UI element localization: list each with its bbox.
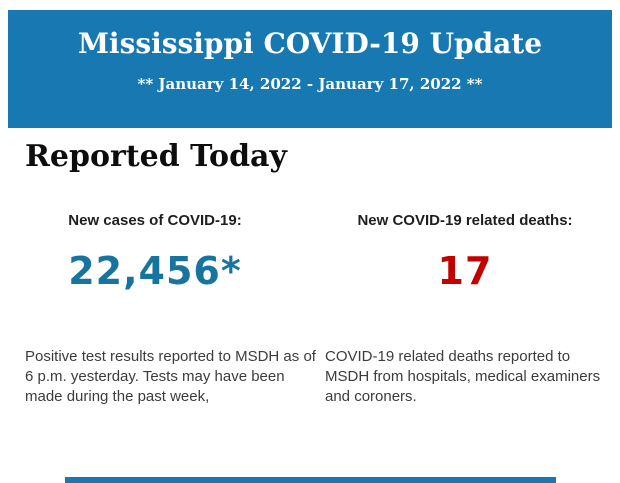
header-banner: Mississippi COVID-19 Update ** January 1… <box>8 10 612 128</box>
stats-row: New cases of COVID-19: 22,456* New COVID… <box>0 212 620 293</box>
next-section-divider-bar <box>65 477 556 483</box>
new-deaths-value: 17 <box>437 249 493 293</box>
date-range: ** January 14, 2022 - January 17, 2022 *… <box>137 75 483 93</box>
new-cases-label: New cases of COVID-19: <box>68 212 242 229</box>
new-deaths-label: New COVID-19 related deaths: <box>357 212 573 229</box>
new-deaths-column: New COVID-19 related deaths: 17 <box>310 212 620 293</box>
new-deaths-description: COVID-19 related deaths reported to MSDH… <box>325 348 601 405</box>
new-cases-column: New cases of COVID-19: 22,456* <box>0 212 310 293</box>
section-heading: Reported Today <box>25 139 287 174</box>
new-cases-description: Positive test results reported to MSDH a… <box>25 348 316 405</box>
page-title: Mississippi COVID-19 Update <box>77 27 543 60</box>
new-cases-value: 22,456* <box>68 249 242 293</box>
